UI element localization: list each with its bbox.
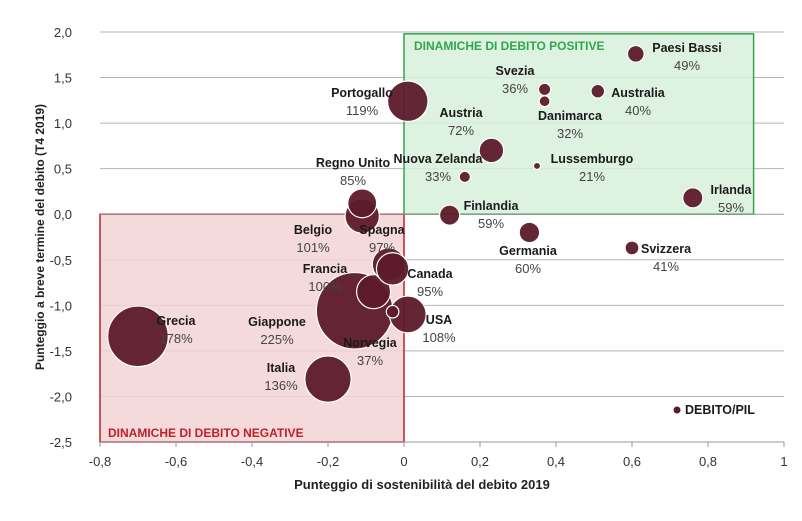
value-australia: 40% bbox=[625, 103, 651, 118]
y-tick-label-9: -2,5 bbox=[50, 435, 72, 450]
bubble-norvegia bbox=[385, 304, 400, 319]
legend-bubble-marker bbox=[673, 406, 681, 414]
label-francia: Francia bbox=[303, 262, 349, 276]
value-usa: 108% bbox=[422, 330, 456, 345]
y-tick-label-7: -1,5 bbox=[50, 344, 72, 359]
value-norvegia: 37% bbox=[357, 353, 383, 368]
bubble-canada bbox=[375, 252, 410, 286]
value-germania: 60% bbox=[515, 261, 541, 276]
label-belgio: Belgio bbox=[294, 223, 333, 237]
value-nuova-zelanda: 33% bbox=[425, 169, 451, 184]
label-svizzera: Svizzera bbox=[641, 242, 692, 256]
value-svezia: 36% bbox=[502, 81, 528, 96]
bubble-francia bbox=[356, 274, 392, 310]
bubble-irlanda bbox=[682, 187, 704, 209]
label-nuova-zelanda: Nuova Zelanda bbox=[394, 152, 484, 166]
negative-region-label: DINAMICHE DI DEBITO NEGATIVE bbox=[108, 426, 304, 440]
label-danimarca: Danimarca bbox=[538, 109, 603, 123]
label-svezia: Svezia bbox=[496, 64, 536, 78]
value-lussemburgo: 21% bbox=[579, 169, 605, 184]
y-tick-label-4: 0,0 bbox=[54, 207, 72, 222]
x-tick-label-9: 1 bbox=[780, 454, 787, 469]
value-grecia: 178% bbox=[159, 331, 193, 346]
value-italia: 136% bbox=[264, 378, 298, 393]
label-spagna: Spagna bbox=[359, 223, 405, 237]
y-tick-label-2: 1,0 bbox=[54, 116, 72, 131]
value-canada: 95% bbox=[417, 284, 443, 299]
legend-label: DEBITO/PIL bbox=[685, 403, 755, 417]
x-tick-label-1: -0,6 bbox=[165, 454, 187, 469]
value-paesi-bassi: 49% bbox=[674, 58, 700, 73]
value-giappone: 225% bbox=[260, 332, 294, 347]
value-danimarca: 32% bbox=[557, 126, 583, 141]
x-tick-label-4: 0 bbox=[400, 454, 407, 469]
positive-region-label: DINAMICHE DI DEBITO POSITIVE bbox=[414, 39, 604, 53]
x-tick-label-8: 0,8 bbox=[699, 454, 717, 469]
label-austria: Austria bbox=[439, 106, 483, 120]
x-axis-title: Punteggio di sostenibilità del debito 20… bbox=[294, 477, 550, 492]
label-finlandia: Finlandia bbox=[464, 199, 520, 213]
label-canada: Canada bbox=[407, 267, 453, 281]
label-germania: Germania bbox=[499, 244, 558, 258]
label-norvegia: Norvegia bbox=[343, 336, 398, 350]
value-spagna: 97% bbox=[369, 240, 395, 255]
x-tick-label-2: -0,4 bbox=[241, 454, 263, 469]
bubble-lussemburgo bbox=[532, 161, 542, 171]
value-portogallo: 119% bbox=[346, 103, 379, 118]
value-austria: 72% bbox=[448, 123, 474, 138]
bubble-grecia bbox=[107, 305, 169, 368]
y-tick-label-6: -1,0 bbox=[50, 298, 72, 313]
bubble-finlandia bbox=[438, 204, 461, 226]
bubble-svizzera bbox=[624, 240, 640, 256]
x-tick-label-6: 0,4 bbox=[547, 454, 565, 469]
y-axis-title: Punteggio a breve termine del debito (T4… bbox=[33, 104, 47, 370]
label-lussemburgo: Lussemburgo bbox=[551, 152, 634, 166]
y-tick-label-5: -0,5 bbox=[50, 253, 72, 268]
value-belgio: 101% bbox=[296, 240, 330, 255]
label-paesi-bassi: Paesi Bassi bbox=[652, 41, 722, 55]
bubble-austria bbox=[478, 137, 505, 164]
bubble-portogallo bbox=[386, 80, 429, 123]
bubble-danimarca bbox=[538, 95, 551, 108]
bubble-germania bbox=[518, 221, 541, 244]
bubble-regno-unito bbox=[347, 188, 378, 219]
label-grecia: Grecia bbox=[157, 314, 197, 328]
label-irlanda: Irlanda bbox=[711, 183, 753, 197]
y-tick-label-3: 0,5 bbox=[54, 162, 72, 177]
x-tick-label-7: 0,6 bbox=[623, 454, 641, 469]
bubble-italia bbox=[304, 355, 352, 403]
bubble-svezia bbox=[537, 82, 552, 97]
bubble-australia bbox=[590, 83, 606, 99]
label-italia: Italia bbox=[267, 361, 297, 375]
x-tick-label-5: 0,2 bbox=[471, 454, 489, 469]
bubble-nuova-zelanda bbox=[458, 170, 472, 184]
value-finlandia: 59% bbox=[478, 216, 504, 231]
positive-region bbox=[403, 33, 755, 215]
label-regno-unito: Regno Unito bbox=[316, 156, 391, 170]
x-tick-label-3: -0,2 bbox=[317, 454, 339, 469]
bubble-paesi-bassi bbox=[626, 44, 645, 63]
label-australia: Australia bbox=[611, 86, 666, 100]
value-irlanda: 59% bbox=[718, 200, 744, 215]
y-tick-label-1: 1,5 bbox=[54, 71, 72, 86]
value-francia: 100% bbox=[308, 279, 342, 294]
label-portogallo: Portogallo bbox=[331, 86, 393, 100]
value-svizzera: 41% bbox=[653, 259, 679, 274]
x-tick-label-0: -0,8 bbox=[89, 454, 111, 469]
y-tick-label-8: -2,0 bbox=[50, 389, 72, 404]
label-usa: USA bbox=[426, 313, 452, 327]
value-regno-unito: 85% bbox=[340, 173, 366, 188]
y-tick-label-0: 2,0 bbox=[54, 25, 72, 40]
label-giappone: Giappone bbox=[248, 315, 306, 329]
